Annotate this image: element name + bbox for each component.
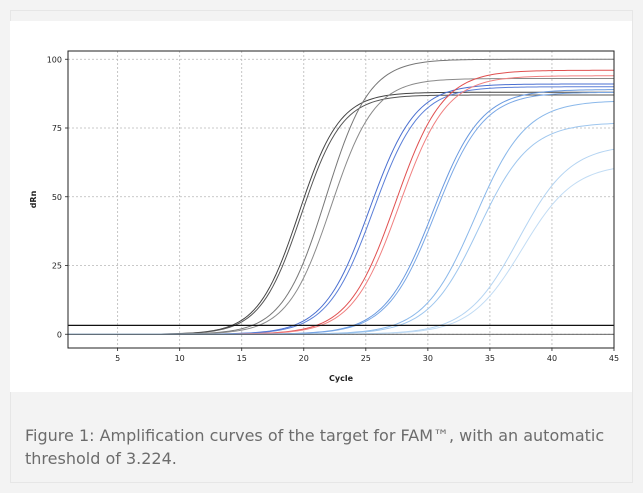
amplification-curve-9 bbox=[68, 89, 615, 335]
y-tick-label: 75 bbox=[52, 124, 62, 133]
y-tick-label: 100 bbox=[47, 55, 62, 64]
axis-ticks: 5 10 15 20 25 30 35 40 45 0 25 50 75 100 bbox=[47, 55, 619, 363]
amplification-curve-4 bbox=[68, 78, 614, 335]
y-tick-label: 50 bbox=[52, 193, 62, 202]
y-tick-label: 25 bbox=[52, 262, 62, 271]
amplification-curve-8 bbox=[68, 75, 614, 335]
x-tick-label: 5 bbox=[115, 354, 120, 363]
y-tick-label: 0 bbox=[57, 330, 62, 339]
x-tick-label: 35 bbox=[485, 354, 495, 363]
threshold bbox=[68, 324, 614, 335]
amplification-curve-10 bbox=[68, 91, 615, 335]
y-axis-title: dRn bbox=[29, 190, 38, 208]
plot-frame bbox=[67, 50, 615, 349]
x-tick-label: 10 bbox=[175, 354, 185, 363]
amplification-curve-7 bbox=[68, 69, 614, 335]
amplification-chart: 5 10 15 20 25 30 35 40 45 0 25 50 75 100 Cycle dRn bbox=[29, 50, 619, 383]
amplification-curve-1 bbox=[68, 91, 614, 335]
x-tick-label: 30 bbox=[423, 354, 433, 363]
x-tick-label: 15 bbox=[237, 354, 247, 363]
x-tick-label: 40 bbox=[547, 354, 557, 363]
x-axis-title: Cycle bbox=[329, 374, 354, 383]
amplification-curve-5 bbox=[68, 83, 614, 335]
x-tick-label: 25 bbox=[361, 354, 371, 363]
amplification-curve-6 bbox=[68, 86, 614, 335]
x-tick-label: 45 bbox=[609, 354, 619, 363]
grid bbox=[68, 51, 614, 348]
amplification-curve-11 bbox=[68, 100, 615, 335]
figure-caption: Figure 1: Amplification curves of the ta… bbox=[25, 426, 605, 468]
amplification-curve-12 bbox=[68, 123, 615, 335]
amplification-curve-14 bbox=[68, 168, 615, 335]
x-tick-label: 20 bbox=[299, 354, 309, 363]
chart-panel: 5 10 15 20 25 30 35 40 45 0 25 50 75 100 Cycle dRn bbox=[10, 21, 632, 392]
